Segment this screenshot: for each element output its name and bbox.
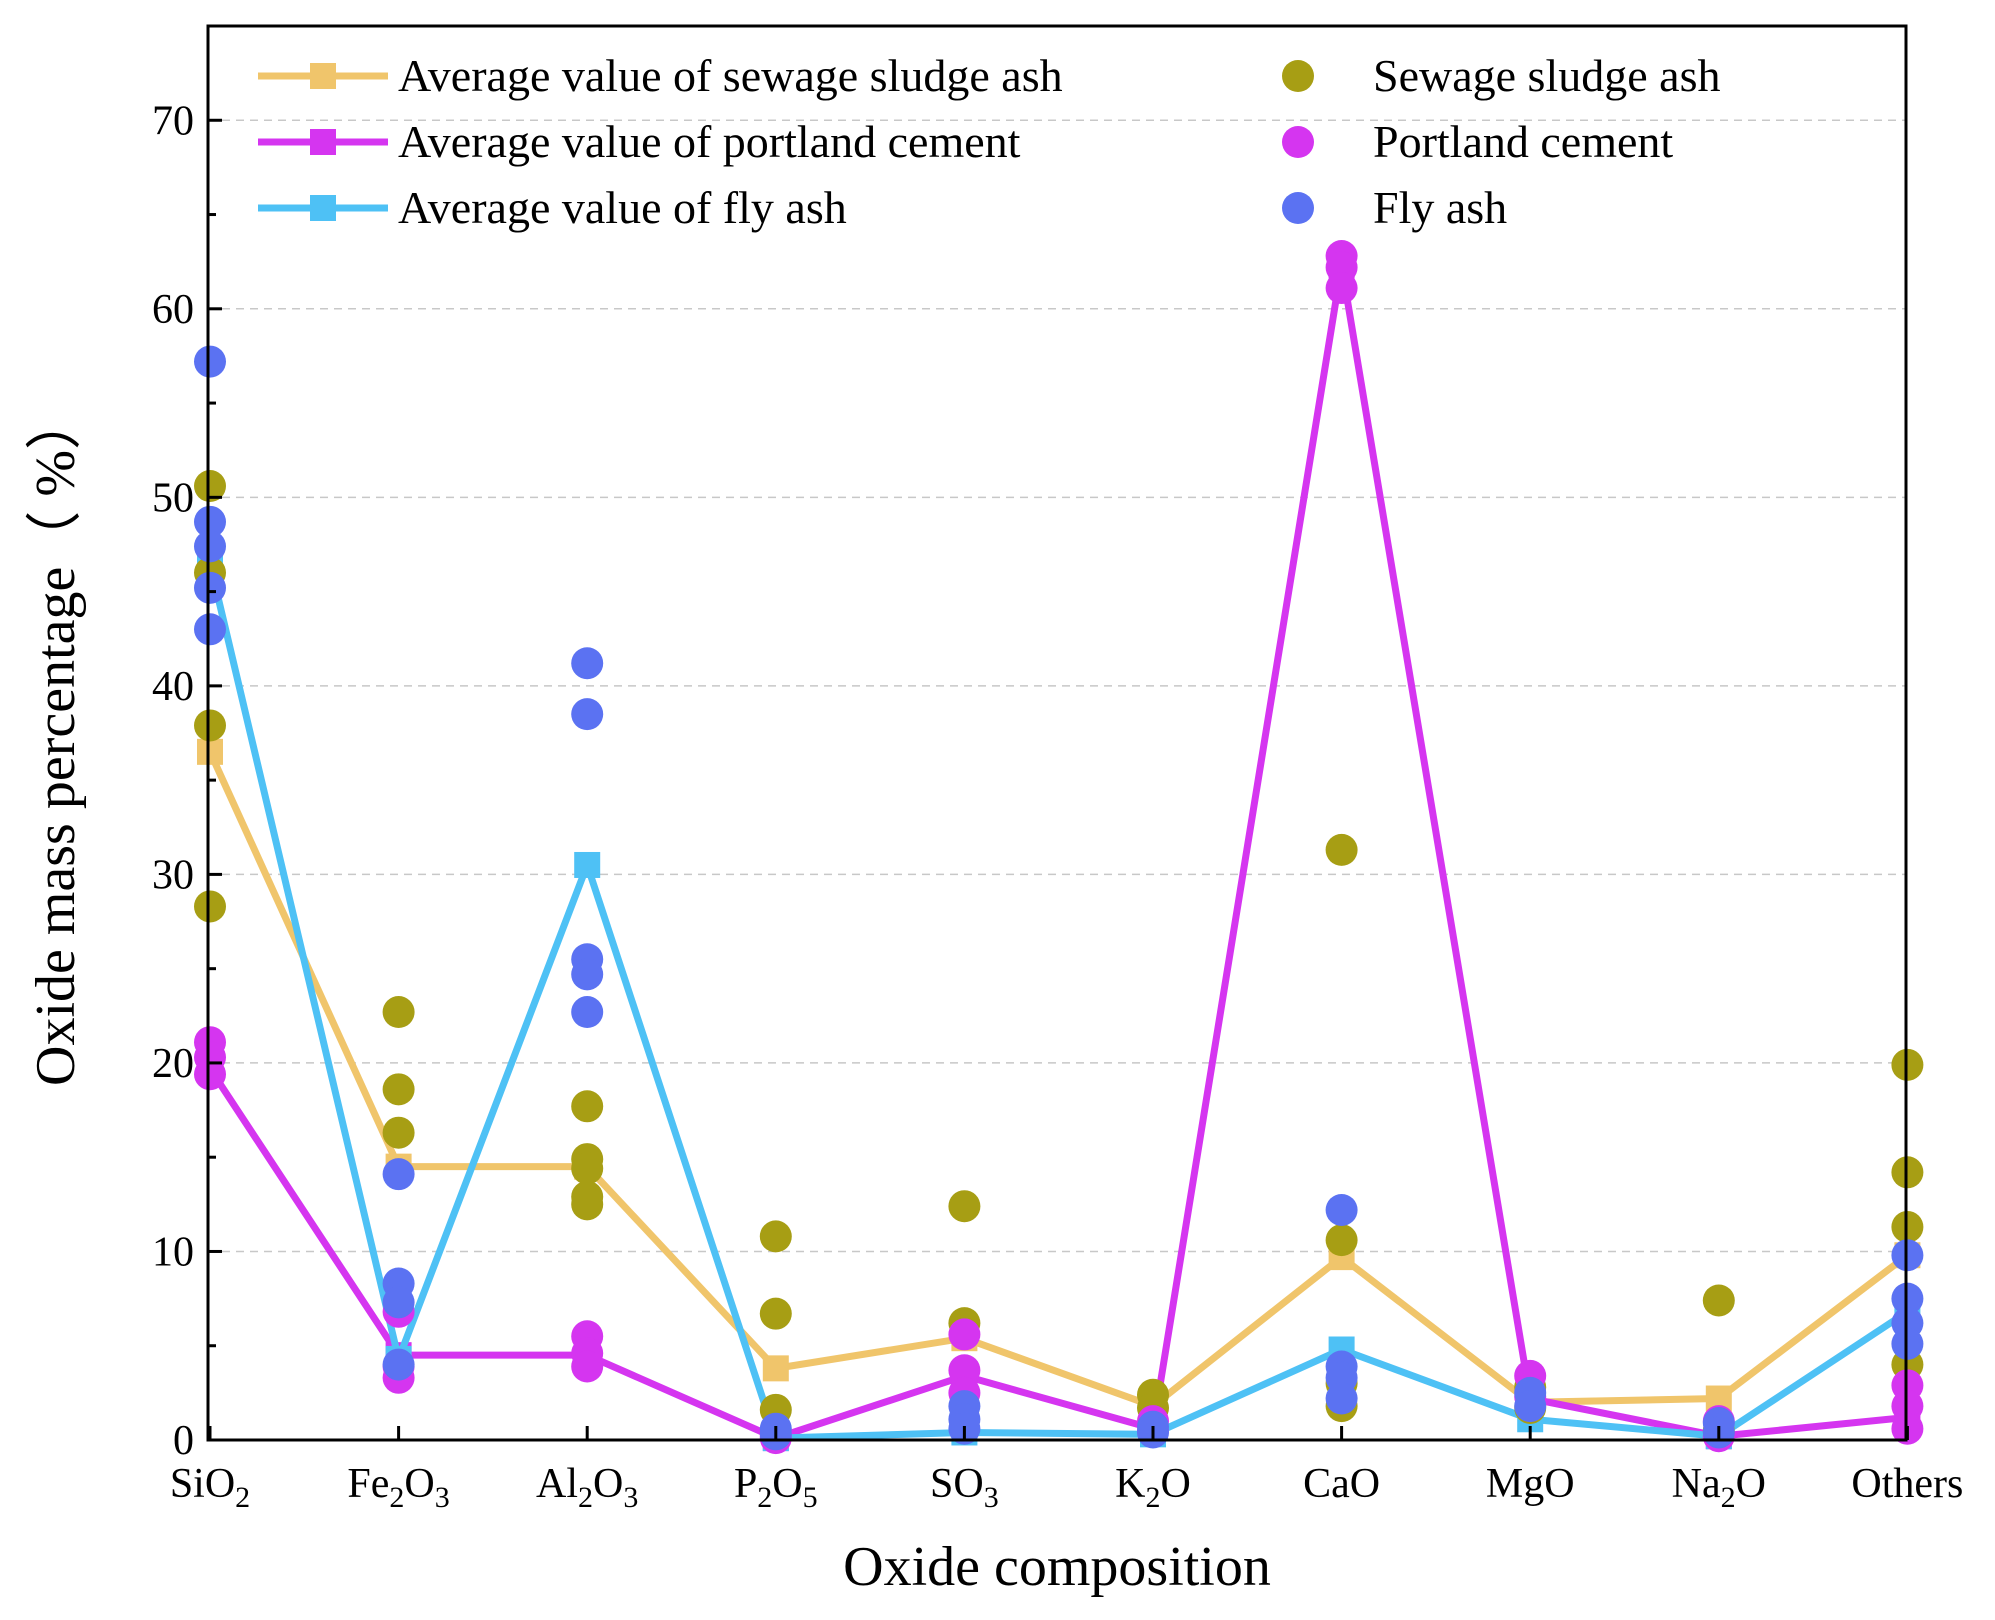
scatter-point — [382, 1116, 415, 1149]
y-tick-label: 50 — [152, 475, 194, 521]
scatter-points — [194, 240, 1924, 1455]
y-tick-label: 30 — [152, 852, 194, 898]
average-lines — [197, 252, 1921, 1452]
average-line — [207, 261, 1908, 1442]
scatter-point — [1325, 833, 1358, 866]
average-line — [206, 750, 1910, 1410]
x-tick-label: CaO — [1303, 1461, 1380, 1507]
legend-label: Fly ash — [1373, 182, 1507, 233]
axis-ticks — [208, 118, 1909, 1442]
x-tick-label: P2O5 — [734, 1461, 818, 1514]
scatter-point — [1325, 272, 1358, 305]
scatter-point — [1325, 1382, 1358, 1415]
y-tick-label: 20 — [152, 1041, 194, 1087]
legend-label: Portland cement — [1373, 116, 1673, 167]
y-axis-title: Oxide mass percentage（ %） — [25, 394, 87, 1086]
scatter-point — [194, 530, 226, 563]
scatter-point — [382, 1073, 415, 1106]
y-tick-labels: 0 10 20 30 40 50 60 70 — [152, 98, 194, 1464]
x-tick-label: SiO2 — [170, 1461, 250, 1514]
gridlines — [208, 119, 1906, 1253]
scatter-point — [571, 1090, 604, 1123]
scatter-point — [382, 1348, 415, 1381]
scatter-point — [571, 1152, 604, 1185]
scatter-point — [382, 1286, 415, 1319]
scatter-point — [194, 709, 226, 742]
scatter-point — [1702, 1284, 1735, 1317]
x-tick-label: SO3 — [930, 1461, 999, 1514]
scatter-point — [571, 698, 604, 731]
legend-dot-swatch — [1282, 192, 1314, 224]
legend-dot-swatch — [1282, 126, 1314, 158]
scatter-point — [194, 505, 226, 538]
scatter-point — [1325, 1224, 1358, 1257]
scatter-point — [948, 1318, 981, 1351]
legend-label: Average value of sewage sludge ash — [398, 50, 1063, 101]
plot-frame — [206, 24, 1908, 1442]
legend: Average value of sewage sludge ash Averag… — [258, 50, 1720, 233]
scatter-point — [948, 1354, 981, 1387]
scatter-point — [194, 470, 226, 503]
y-tick-label: 40 — [152, 664, 194, 710]
scatter-point — [194, 890, 226, 923]
legend-marker-swatch — [310, 195, 336, 221]
scatter-point — [571, 647, 604, 680]
y-tick-label: 70 — [152, 98, 194, 144]
x-tick-label: Others — [1851, 1461, 1963, 1507]
x-tick-label: K2O — [1115, 1461, 1191, 1514]
legend-dot-swatch — [1282, 60, 1314, 92]
average-line — [206, 562, 1910, 1442]
scatter-point — [948, 1190, 981, 1223]
x-axis-title: Oxide composition — [843, 1536, 1271, 1598]
scatter-point — [759, 1297, 792, 1330]
average-marker — [197, 738, 223, 765]
x-tick-label: Al2O3 — [536, 1461, 638, 1514]
y-tick-label: 0 — [173, 1418, 194, 1464]
scatter-point — [194, 571, 226, 604]
scatter-point — [194, 345, 226, 378]
legend-marker-swatch — [310, 63, 336, 89]
scatter-point — [1325, 1193, 1358, 1226]
scatter-point — [194, 613, 226, 646]
y-tick-label: 60 — [152, 287, 194, 333]
x-tick-label: MgO — [1486, 1461, 1575, 1507]
legend-marker-swatch — [310, 129, 336, 155]
legend-label: Sewage sludge ash — [1373, 50, 1720, 101]
scatter-point — [759, 1220, 792, 1253]
scatter-point — [571, 958, 604, 991]
average-marker — [574, 851, 601, 878]
scatter-point — [194, 1058, 226, 1091]
scatter-point — [1514, 1390, 1547, 1423]
scatter-point — [382, 996, 415, 1029]
x-tick-labels: SiO2 Fe2O3 Al2O3 P2O5 SO3 K2O CaO MgO Na2O Others — [170, 1461, 1964, 1514]
scatter-point — [571, 1188, 604, 1221]
x-tick-label: Na2O — [1672, 1461, 1766, 1514]
legend-label: Average value of fly ash — [398, 182, 847, 233]
scatter-point — [571, 1350, 604, 1383]
average-marker — [762, 1355, 789, 1382]
legend-label: Average value of portland cement — [398, 116, 1021, 167]
x-tick-label: Fe2O3 — [347, 1461, 449, 1514]
y-tick-label: 10 — [152, 1229, 194, 1275]
scatter-point — [382, 1158, 415, 1191]
scatter-point — [571, 996, 604, 1029]
